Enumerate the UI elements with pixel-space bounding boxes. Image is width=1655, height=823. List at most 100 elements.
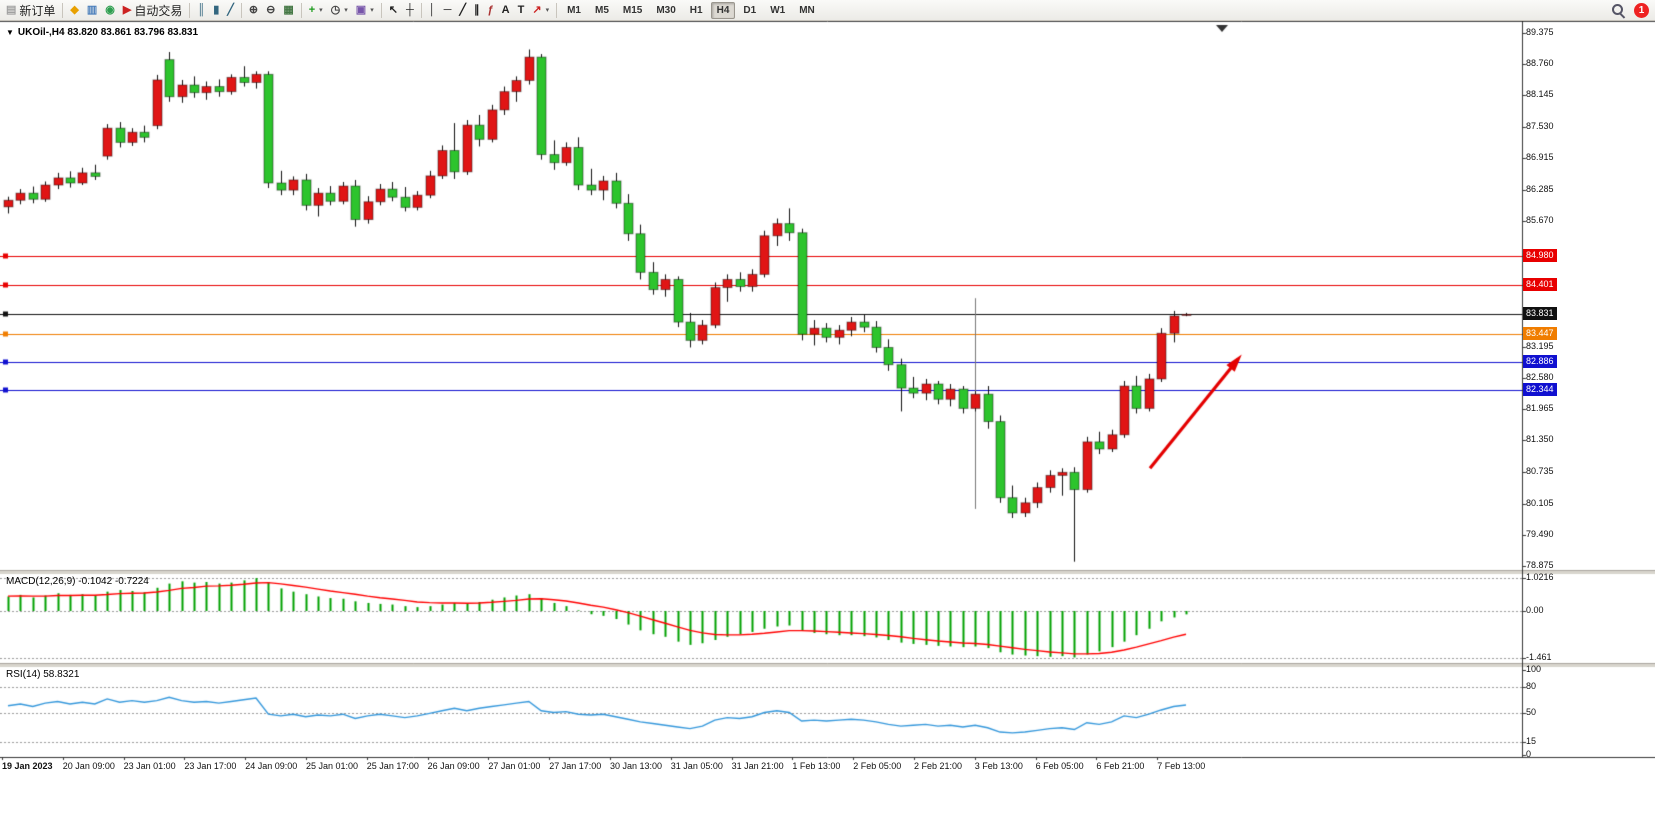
symbol-ohlc-text: UKOil-,H4 83.820 83.861 83.796 83.831 (17, 27, 199, 38)
vertical-line-icon: │ (428, 3, 436, 16)
time-axis-label: 30 Jan 13:00 (610, 761, 663, 771)
time-axis-label: 3 Feb 13:00 (974, 761, 1023, 771)
market-watch-icon: ◉ (105, 3, 115, 16)
chart-symbol-label: ▼ UKOil-,H4 83.820 83.861 83.796 83.831 (6, 27, 198, 38)
timeframe-w1[interactable]: W1 (770, 4, 786, 16)
autotrading-button-label: 自动交易 (134, 3, 183, 18)
time-axis-label: 26 Jan 09:00 (427, 761, 480, 771)
metaeditor-icon: ◆ (70, 3, 79, 16)
price-scale-tick: 87.530 (1526, 120, 1554, 131)
price-tag: 82.886 (1523, 355, 1557, 369)
rsi-indicator-label: RSI(14) 58.8321 (6, 669, 80, 680)
dropdown-caret-icon: ▾ (370, 7, 374, 14)
line-chart-mode-button[interactable]: ╱ (223, 1, 238, 19)
timeframe-m15[interactable]: M15 (622, 4, 643, 16)
time-axis-label: 23 Jan 17:00 (184, 761, 237, 771)
bar-chart-mode-icon: ║ (197, 3, 206, 16)
templates-icon: ▣ (355, 3, 367, 16)
toolbar-separator (420, 2, 422, 18)
price-scale-tick: 89.375 (1526, 27, 1554, 37)
ohlc-expand-icon[interactable]: ▼ (6, 28, 14, 37)
timeframe-m5[interactable]: M5 (594, 4, 609, 16)
autotrading-button[interactable]: ▶ 自动交易 (119, 1, 186, 19)
macd-scale-label: 1.0216 (1526, 572, 1554, 583)
tile-windows-button[interactable]: ▦ (279, 1, 297, 19)
macd-scale-label: -1.461 (1526, 652, 1552, 663)
time-axis-label: 27 Jan 01:00 (488, 761, 541, 771)
price-scale-tick: 81.965 (1526, 403, 1554, 414)
zoom-out-button[interactable]: ⊖ (262, 1, 279, 19)
periods-button[interactable]: ◷ ▾ (327, 1, 352, 19)
price-tag: 83.447 (1523, 326, 1557, 340)
timeframe-m30[interactable]: M30 (656, 4, 676, 16)
arrows-button[interactable]: ↗ ▾ (528, 1, 553, 19)
new-order-button[interactable]: ▤ 新订单 (2, 1, 59, 19)
text-button[interactable]: A (498, 1, 514, 19)
toolbar-separator (189, 2, 191, 18)
vertical-line-button[interactable]: │ (425, 1, 440, 19)
toolbar-separator (556, 2, 558, 18)
candlestick-mode-button[interactable]: ▮ (209, 1, 223, 19)
horizontal-line-icon: ─ (443, 3, 452, 16)
timeframe-h1[interactable]: H1 (689, 4, 703, 16)
line-chart-mode-icon: ╱ (227, 3, 234, 16)
new-order-icon: ▤ (6, 3, 17, 16)
toolbar-right: 1 (1611, 2, 1655, 18)
chart-window: ▼ UKOil-,H4 83.820 83.861 83.796 83.831 M… (0, 21, 1655, 823)
price-scale-tick: 82.580 (1526, 371, 1554, 382)
price-scale-tick: 81.350 (1526, 434, 1554, 445)
time-axis-label: 2 Feb 05:00 (853, 761, 902, 771)
time-axis-label: 25 Jan 17:00 (366, 761, 419, 771)
timeframe-h4[interactable]: H4 (710, 1, 736, 19)
price-scale-tick: 78.875 (1526, 560, 1554, 570)
text-label-button[interactable]: T (514, 1, 529, 19)
time-axis-label: 19 Jan 2023 (2, 761, 53, 771)
dropdown-caret-icon: ▾ (545, 7, 550, 14)
charts-button[interactable]: ▥ (83, 1, 101, 19)
price-scale-tick: 86.915 (1526, 151, 1554, 162)
rsi-scale-label: 50 (1526, 706, 1537, 717)
price-tag: 82.344 (1523, 382, 1557, 396)
price-tag: 84.401 (1523, 278, 1557, 292)
bar-chart-mode-button[interactable]: ║ (193, 1, 209, 19)
time-axis-label: 23 Jan 01:00 (123, 761, 176, 771)
periods-icon: ◷ (330, 3, 341, 16)
cursor-button[interactable]: ↖ (385, 1, 402, 19)
zoom-in-button[interactable]: ⊕ (245, 1, 262, 19)
tile-windows-icon: ▦ (283, 3, 294, 16)
templates-button[interactable]: ▣ ▾ (352, 1, 378, 19)
timeframe-mn[interactable]: MN (799, 4, 815, 16)
cursor-icon: ↖ (388, 3, 398, 16)
price-scale-tick: 83.195 (1526, 340, 1554, 351)
rsi-scale-label: 0 (1526, 749, 1532, 759)
channel-button[interactable]: ∥ (470, 1, 484, 19)
price-scale-tick: 86.285 (1526, 183, 1554, 194)
crosshair-icon: ┼ (405, 3, 414, 16)
rsi-scale-label: 100 (1526, 664, 1542, 674)
metaeditor-button[interactable]: ◆ (66, 1, 82, 19)
macd-scale-label: 0.00 (1526, 605, 1544, 615)
add-indicator-button[interactable]: + ▾ (305, 1, 327, 19)
toolbar-separator (380, 2, 382, 18)
candlestick-mode-icon: ▮ (213, 3, 220, 16)
channel-icon: ∥ (474, 3, 480, 16)
time-axis-label: 7 Feb 13:00 (1157, 761, 1206, 771)
trendline-icon: ╱ (459, 3, 467, 16)
trendline-button[interactable]: ╱ (455, 1, 470, 19)
crosshair-button[interactable]: ┼ (402, 1, 418, 19)
time-axis-label: 25 Jan 01:00 (306, 761, 359, 771)
time-axis-label: 1 Feb 13:00 (792, 761, 841, 771)
timeframe-d1[interactable]: D1 (743, 4, 757, 16)
new-order-button-label: 新订单 (19, 3, 56, 18)
price-scale-tick: 88.145 (1526, 89, 1554, 100)
time-axis-label: 2 Feb 21:00 (914, 761, 963, 771)
timeframe-m1[interactable]: M1 (567, 4, 581, 16)
chart-canvas[interactable] (0, 21, 1655, 823)
fibonacci-button[interactable]: ƒ (484, 1, 498, 19)
horizontal-line-button[interactable]: ─ (440, 1, 456, 19)
notification-badge[interactable]: 1 (1634, 2, 1649, 18)
market-watch-button[interactable]: ◉ (101, 1, 119, 19)
price-tag: 84.980 (1523, 249, 1557, 263)
fibonacci-icon: ƒ (487, 3, 494, 16)
search-icon[interactable] (1611, 3, 1626, 18)
